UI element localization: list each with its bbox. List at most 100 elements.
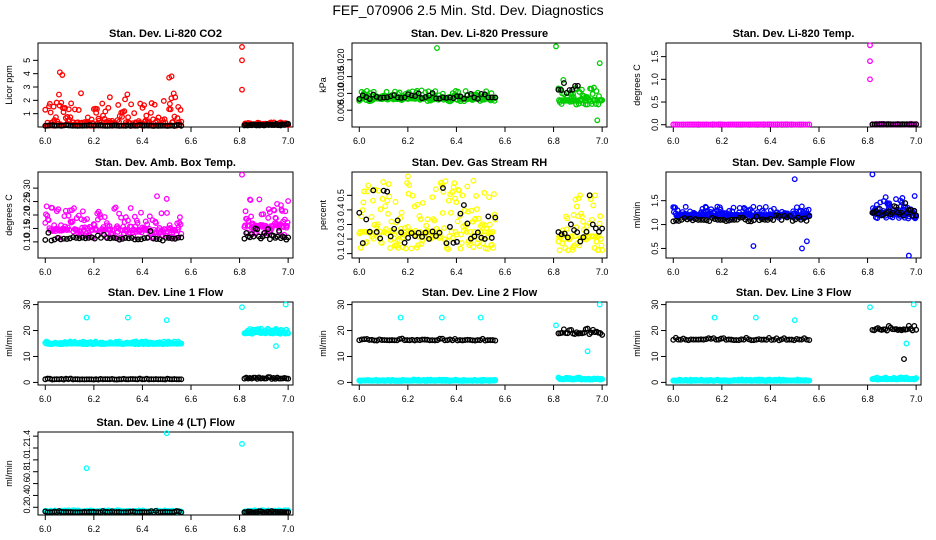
data-point <box>913 121 920 128</box>
data-point <box>478 90 485 97</box>
data-point <box>370 187 377 194</box>
data-point <box>356 209 363 216</box>
data-point <box>592 192 599 199</box>
data-point <box>356 95 363 102</box>
data-point <box>731 121 738 128</box>
data-point <box>65 106 72 113</box>
data-point <box>122 96 129 103</box>
data-point <box>714 216 721 223</box>
data-point <box>564 234 571 241</box>
x-tick-label: 6.0 <box>39 524 52 534</box>
chart-panel-9: Stan. Dev. Line 3 Flow 6.0 6.2 6.4 6.6 6.8 7.0… <box>632 287 922 404</box>
data-point <box>882 194 889 201</box>
data-point <box>674 121 681 128</box>
data-point <box>366 96 373 102</box>
x-tick-label: 6.2 <box>88 524 101 534</box>
series-colored <box>356 173 606 254</box>
y-tick-label: 20 <box>650 326 660 336</box>
y-tick-label: 0.5 <box>650 96 660 109</box>
data-point <box>713 207 720 214</box>
data-point <box>599 331 606 338</box>
chart-panel-5: Stan. Dev. Gas Stream RH 6.0 6.2 6.4 6.6 6.8 7… <box>318 157 608 277</box>
data-point <box>370 235 377 242</box>
y-axis-label: percent <box>318 199 328 230</box>
data-point <box>596 228 602 235</box>
x-tick-label: 6.8 <box>233 394 246 404</box>
data-point <box>764 217 771 223</box>
data-point <box>782 121 789 128</box>
y-tick-label: 0 <box>336 380 346 385</box>
x-tick-label: 6.0 <box>39 267 52 277</box>
data-point <box>247 197 254 203</box>
x-tick-label: 6.0 <box>667 267 680 277</box>
y-axis-label: ml/min <box>632 202 642 229</box>
x-tick-label: 6.0 <box>353 136 366 146</box>
data-point <box>800 121 807 128</box>
data-point <box>877 199 884 206</box>
data-point <box>802 121 809 128</box>
data-point <box>700 336 707 343</box>
x-tick-label: 7.0 <box>282 267 295 277</box>
data-point <box>449 189 456 196</box>
x-tick-label: 6.2 <box>716 267 729 277</box>
data-point <box>405 91 412 98</box>
data-point <box>905 252 912 259</box>
y-tick-label: 0.10 <box>22 233 32 251</box>
data-point <box>160 98 167 104</box>
data-point <box>703 217 710 224</box>
data-point <box>778 216 785 223</box>
data-point <box>417 216 424 223</box>
data-point <box>447 223 453 230</box>
data-point <box>370 197 376 204</box>
data-point <box>786 213 793 220</box>
data-point <box>177 221 184 228</box>
chart-panel-6: Stan. Dev. Sample Flow 6.0 6.2 6.4 6.6 6.8 7.0… <box>632 157 922 277</box>
data-point <box>485 94 492 101</box>
data-point <box>392 198 399 205</box>
data-point <box>55 206 62 213</box>
data-point <box>178 376 185 383</box>
data-point <box>131 236 138 243</box>
y-tick-label: 0.1 <box>336 247 346 260</box>
x-tick-label: 6.2 <box>402 394 415 404</box>
data-point <box>439 209 446 216</box>
data-point <box>438 314 445 321</box>
data-point <box>806 213 813 220</box>
x-tick-label: 6.2 <box>402 136 415 146</box>
data-point <box>422 229 429 236</box>
data-point <box>791 317 798 324</box>
data-point <box>282 208 289 215</box>
data-point <box>48 237 55 244</box>
y-tick-label: 0 <box>650 380 660 385</box>
data-point <box>158 210 165 217</box>
data-point <box>701 121 708 128</box>
chart-panel-7: Stan. Dev. Line 1 Flow 6.0 6.2 6.4 6.6 6.8 7.0… <box>4 287 294 404</box>
data-point <box>176 214 183 221</box>
y-axis-label: ml/min <box>632 330 642 357</box>
data-point <box>670 121 677 128</box>
data-point <box>423 222 430 229</box>
x-tick-label: 7.0 <box>282 136 295 146</box>
data-point <box>42 236 49 243</box>
data-point <box>464 92 471 99</box>
y-tick-label: 0.20 <box>22 206 32 224</box>
data-point <box>430 216 437 223</box>
y-tick-label: 0.30 <box>22 179 32 197</box>
data-point <box>737 121 744 128</box>
data-point <box>415 90 422 97</box>
x-tick-label: 7.0 <box>282 524 295 534</box>
y-tick-label: 0.4 <box>22 489 32 502</box>
data-point <box>153 220 159 227</box>
data-point <box>580 234 587 241</box>
data-point <box>426 235 432 242</box>
data-point <box>805 206 812 213</box>
chart-panel-8: Stan. Dev. Line 2 Flow 6.0 6.2 6.4 6.6 6.8 7.0… <box>318 287 608 404</box>
data-point <box>471 233 478 240</box>
data-point <box>717 216 724 223</box>
data-point <box>745 218 752 225</box>
data-point <box>169 235 175 242</box>
data-point <box>456 187 463 194</box>
data-point <box>804 121 811 128</box>
data-point <box>85 234 92 241</box>
chart-panel-2: Stan. Dev. Li-820 Pressure 6.0 6.2 6.4 6.6 6.… <box>318 28 608 146</box>
